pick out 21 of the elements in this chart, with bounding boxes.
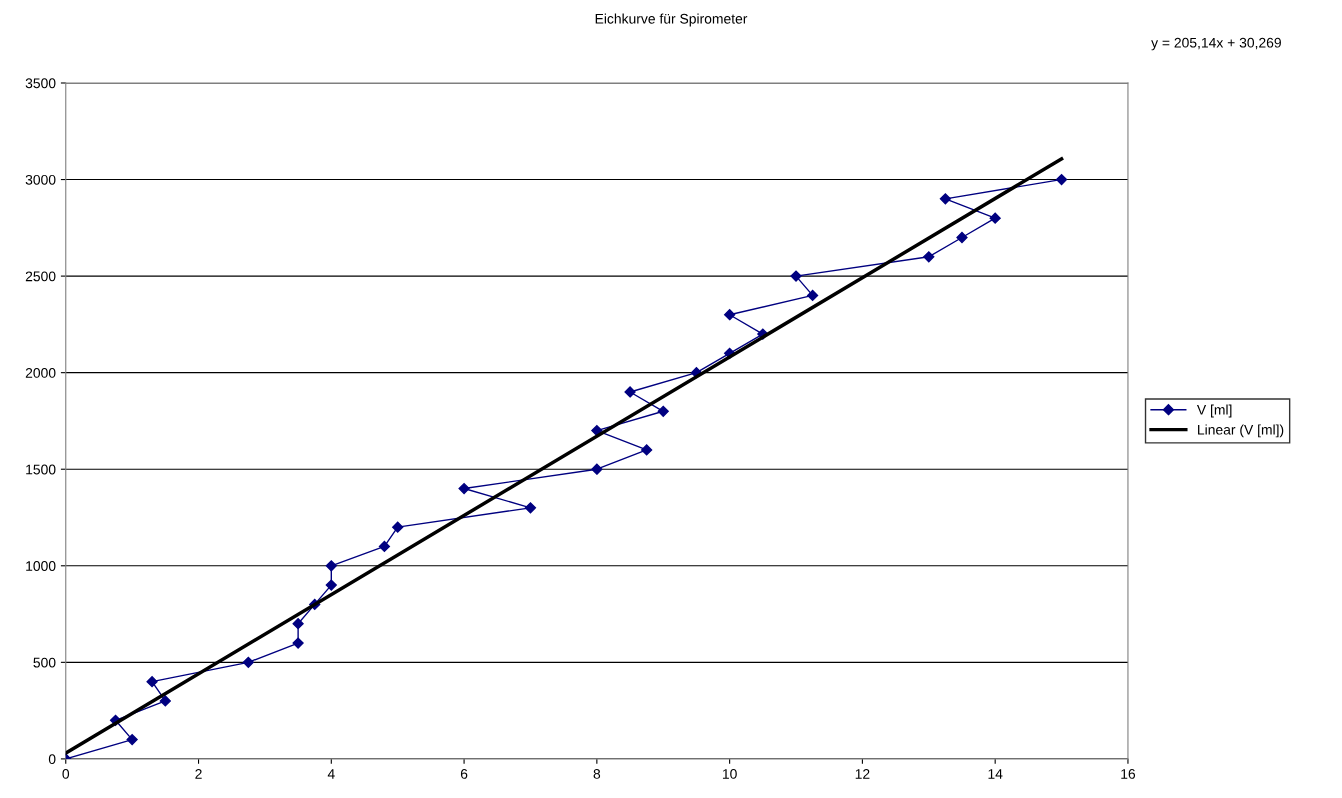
y-tick-label: 2000 xyxy=(25,368,56,378)
y-tick-label: 3500 xyxy=(25,78,56,89)
x-tick-label: 14 xyxy=(988,769,1003,779)
chart-title: Eichkurve für Spirometer xyxy=(595,13,748,27)
text: y = 205,14x + 30,269 xyxy=(1151,37,1281,51)
y-tick-label: 1000 xyxy=(26,561,56,571)
y-tick-label: 1500 xyxy=(26,464,56,475)
y-tick-label: 0 xyxy=(48,754,56,765)
x-tick-label: 16 xyxy=(1121,768,1136,779)
x-tick-label: 6 xyxy=(460,768,468,779)
x-tick-label: 0 xyxy=(62,768,70,779)
legend-label: Linear (V [ml]) xyxy=(1198,424,1284,438)
y-tick-label: 3000 xyxy=(25,174,56,185)
x-tick-label: 2 xyxy=(195,768,202,779)
y-tick-label: 2500 xyxy=(25,271,56,282)
x-tick-label: 4 xyxy=(327,769,335,779)
x-tick-label: 8 xyxy=(593,768,601,779)
x-tick-label: 10 xyxy=(722,768,737,779)
y-tick-label: 500 xyxy=(33,657,56,668)
legend-label: V [ml] xyxy=(1196,404,1232,418)
x-tick-label: 12 xyxy=(855,768,870,779)
